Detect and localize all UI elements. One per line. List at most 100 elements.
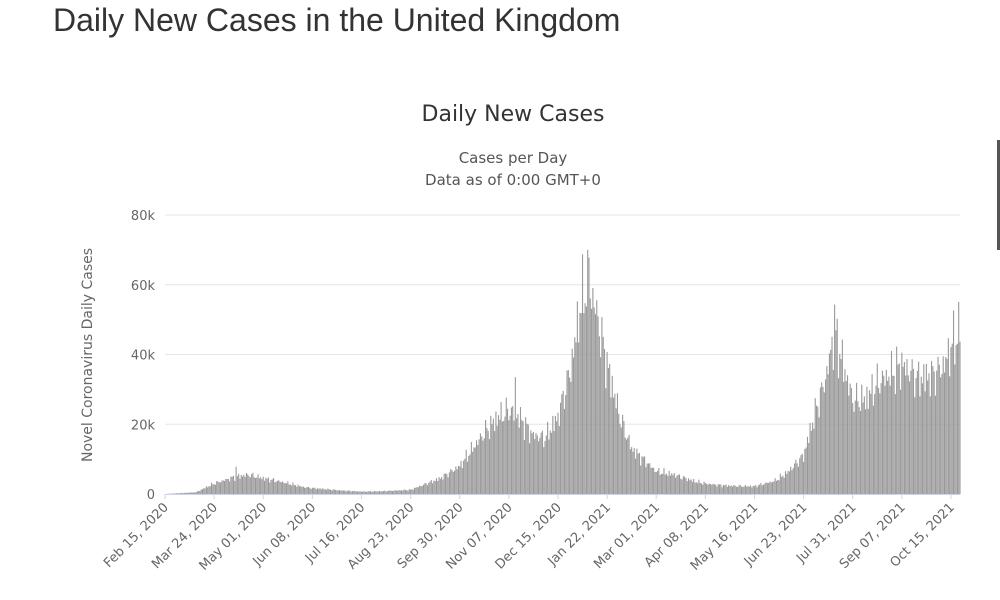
y-tick-label: 20k — [131, 418, 156, 433]
bar — [357, 491, 359, 494]
bar — [673, 473, 675, 494]
bar — [548, 439, 550, 494]
bar — [616, 393, 618, 494]
bar — [181, 492, 183, 494]
bar — [743, 486, 745, 494]
bar — [284, 483, 286, 494]
bar — [937, 356, 939, 494]
bar — [536, 435, 538, 494]
bar — [183, 492, 185, 494]
bar — [412, 489, 414, 494]
bar — [344, 490, 346, 494]
bar — [319, 488, 321, 494]
bar — [853, 411, 855, 494]
bar — [952, 310, 955, 494]
bar — [503, 420, 505, 494]
bar — [513, 420, 515, 494]
bar — [384, 490, 386, 494]
bar — [865, 409, 867, 494]
bar — [413, 487, 416, 494]
bar — [724, 485, 726, 494]
bar — [691, 481, 693, 494]
bar — [328, 489, 330, 494]
bar — [830, 349, 832, 494]
bar — [899, 389, 902, 494]
bar — [624, 437, 626, 494]
bar — [438, 477, 440, 494]
bar — [505, 397, 507, 494]
y-tick-label: 60k — [131, 279, 156, 294]
bar — [897, 364, 899, 494]
bar — [238, 473, 240, 494]
bar — [950, 347, 952, 494]
bar — [567, 370, 569, 494]
bar — [490, 415, 492, 494]
bar — [306, 487, 308, 494]
bar — [637, 453, 639, 494]
bar — [784, 471, 787, 494]
bar — [463, 460, 465, 494]
chart-subtitle: Cases per Day — [459, 149, 568, 167]
bar — [859, 411, 862, 494]
bar — [407, 490, 409, 494]
bar — [377, 491, 379, 494]
bar — [846, 375, 849, 494]
bar — [893, 375, 895, 494]
bar — [894, 394, 896, 494]
bar — [270, 479, 272, 494]
bar — [719, 484, 721, 494]
bar — [360, 491, 363, 494]
bar — [342, 490, 344, 494]
bar — [207, 487, 209, 494]
bar — [768, 482, 770, 494]
bar — [478, 439, 480, 494]
y-tick-label: 40k — [131, 349, 156, 364]
bar — [200, 489, 202, 494]
bar — [296, 486, 298, 494]
bar — [698, 479, 700, 494]
bar — [298, 486, 300, 494]
bar — [216, 481, 218, 494]
bar — [837, 378, 840, 494]
bar — [232, 475, 235, 494]
bar — [735, 486, 737, 494]
bar — [675, 477, 677, 494]
bar — [949, 376, 951, 494]
bar — [225, 478, 227, 494]
bar — [598, 336, 600, 494]
bar — [468, 455, 470, 494]
bar — [662, 473, 664, 494]
bar — [775, 480, 777, 494]
bar — [600, 357, 602, 494]
bar — [863, 396, 865, 494]
bar — [878, 387, 880, 494]
bar — [629, 449, 631, 494]
bar — [309, 487, 311, 494]
bar — [596, 300, 598, 494]
bar — [380, 491, 382, 494]
bar — [521, 420, 523, 494]
bar — [622, 414, 624, 494]
bar — [918, 361, 920, 494]
bar — [222, 480, 224, 494]
bar — [442, 479, 444, 494]
bar — [669, 475, 671, 494]
bar — [801, 453, 803, 494]
bar — [956, 343, 958, 494]
bar — [244, 476, 246, 494]
bar — [252, 472, 254, 494]
bar — [514, 377, 516, 494]
bar — [333, 489, 335, 494]
bar — [597, 316, 599, 494]
bar — [487, 430, 489, 494]
bar — [354, 490, 356, 494]
bar — [883, 375, 885, 494]
bar — [422, 484, 425, 494]
bar — [526, 423, 528, 494]
bar — [576, 301, 578, 494]
y-tick-label: 0 — [147, 488, 155, 503]
bar — [694, 482, 696, 494]
bar — [653, 467, 655, 494]
bar — [179, 493, 182, 494]
bar — [752, 485, 754, 494]
